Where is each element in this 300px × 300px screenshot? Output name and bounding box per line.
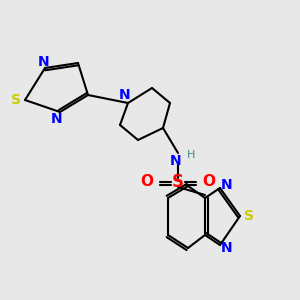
Text: O: O	[202, 175, 215, 190]
Text: S: S	[172, 173, 184, 191]
Text: N: N	[38, 55, 50, 69]
Text: N: N	[170, 154, 182, 168]
Text: N: N	[221, 178, 233, 192]
Text: H: H	[187, 150, 195, 160]
Text: O: O	[140, 175, 154, 190]
Text: S: S	[11, 93, 21, 107]
Text: N: N	[51, 112, 63, 126]
Text: N: N	[119, 88, 131, 102]
Text: S: S	[244, 209, 254, 223]
Text: N: N	[221, 241, 233, 255]
